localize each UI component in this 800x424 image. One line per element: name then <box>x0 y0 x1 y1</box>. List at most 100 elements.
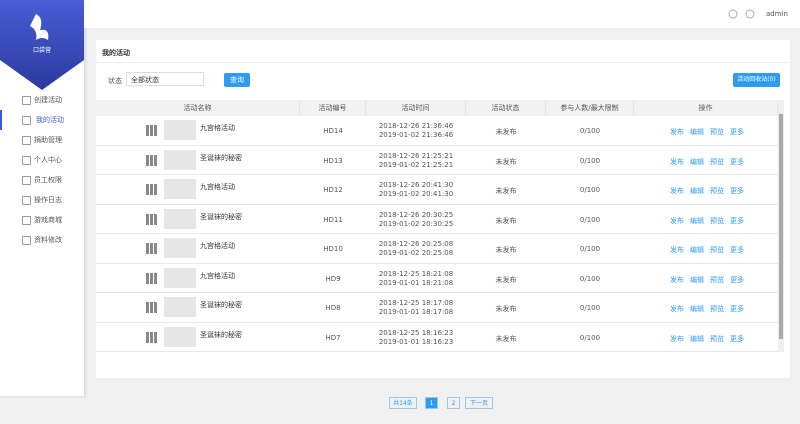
status-select[interactable]: 全部状态 <box>126 72 204 86</box>
filter-label: 状态 <box>108 77 122 85</box>
action-link[interactable]: 更多 <box>730 275 744 284</box>
action-link[interactable]: 编辑 <box>690 216 704 225</box>
menu-item[interactable]: 操作日志 <box>34 196 62 204</box>
menu-item[interactable]: 创建活动 <box>34 96 62 104</box>
status: 未发布 <box>495 246 517 254</box>
participants: 0/100 <box>579 127 601 135</box>
qr-icon <box>146 243 157 254</box>
activity-image <box>164 326 196 347</box>
end-time: 2019-01-01 18:21:08 <box>378 278 454 287</box>
start-time: 2018-12-26 20:30:25 <box>378 210 454 219</box>
start-time: 2018-12-26 21:25:21 <box>378 151 454 160</box>
activity-id: HD12 <box>323 186 343 194</box>
qr-icon <box>146 184 157 195</box>
participants: 0/100 <box>579 186 601 194</box>
action-link[interactable]: 编辑 <box>690 246 704 254</box>
menu-item[interactable]: 游戏商城 <box>34 216 62 224</box>
action-link[interactable]: 预览 <box>710 334 724 343</box>
activity-id: HD13 <box>323 156 343 165</box>
activity-image <box>164 120 196 140</box>
action-link[interactable]: 编辑 <box>690 305 704 313</box>
activity-name: 九宫格活动 <box>200 183 235 191</box>
activity-name: 圣诞袜的秘密 <box>200 301 242 309</box>
divider <box>96 62 790 63</box>
search-button[interactable]: 查询 <box>224 73 250 87</box>
action-link[interactable]: 发布 <box>670 216 684 225</box>
action-link[interactable]: 更多 <box>730 305 744 313</box>
activity-id: HD10 <box>323 245 343 253</box>
action-link[interactable]: 预览 <box>710 216 724 225</box>
activity-name: 九宫格活动 <box>200 271 235 280</box>
menu-icon <box>22 116 31 125</box>
table: 活动名称 活动编号 活动时间 活动状态 参与人数/最大限制 操作 九宫格活动 HD14 2018… <box>96 100 784 352</box>
recycle-button[interactable]: 活动回收站(0) <box>733 73 780 87</box>
action-link[interactable]: 发布 <box>670 334 684 343</box>
action-link[interactable]: 更多 <box>730 157 744 166</box>
start-time: 2018-12-26 20:25:08 <box>378 240 454 248</box>
start-time: 2018-12-25 18:16:23 <box>378 328 454 337</box>
activity-image <box>164 238 196 258</box>
qr-icon <box>146 125 157 136</box>
status: 未发布 <box>495 216 517 225</box>
action-link[interactable]: 发布 <box>670 305 684 313</box>
action-link[interactable]: 更多 <box>730 187 744 195</box>
page-button[interactable]: 1 <box>425 397 438 409</box>
action-link[interactable]: 编辑 <box>690 334 704 343</box>
menu-icon <box>22 156 31 165</box>
status: 未发布 <box>495 334 517 343</box>
qr-icon <box>146 272 157 284</box>
page-button[interactable]: 2 <box>447 397 460 409</box>
user-name[interactable]: admin <box>766 10 788 18</box>
action-link[interactable]: 编辑 <box>690 275 704 284</box>
table-row <box>96 146 778 175</box>
menu-item[interactable]: 个人中心 <box>34 156 62 164</box>
action-link[interactable]: 更多 <box>730 334 744 343</box>
table-row <box>96 116 778 146</box>
activity-image <box>164 208 196 229</box>
menu-item[interactable]: 员工权限 <box>34 176 62 184</box>
action-link[interactable]: 预览 <box>710 246 724 254</box>
action-link[interactable]: 发布 <box>670 157 684 166</box>
table-row <box>96 234 778 264</box>
next-button[interactable]: 下一页 <box>465 397 493 409</box>
activity-image <box>164 179 196 199</box>
column-header: 操作 <box>634 100 778 116</box>
action-link[interactable]: 编辑 <box>690 187 704 195</box>
action-link[interactable]: 编辑 <box>690 128 704 136</box>
activity-name: 圣诞袜的秘密 <box>200 212 242 221</box>
activity-image <box>164 149 196 170</box>
action-link[interactable]: 预览 <box>710 187 724 195</box>
action-link[interactable]: 预览 <box>710 157 724 166</box>
action-link[interactable]: 更多 <box>730 128 744 136</box>
start-time: 2018-12-25 18:21:08 <box>378 269 454 278</box>
activity-id: HD11 <box>323 215 343 224</box>
column-header: 活动编号 <box>300 100 366 116</box>
participants: 0/100 <box>579 304 601 312</box>
menu-item[interactable]: 资料修改 <box>34 236 62 244</box>
participants: 0/100 <box>579 245 601 253</box>
activity-id: HD7 <box>325 333 341 342</box>
menu-icon <box>22 96 31 105</box>
qr-icon <box>146 331 157 343</box>
action-link[interactable]: 发布 <box>670 128 684 136</box>
action-link[interactable]: 编辑 <box>690 157 704 166</box>
action-link[interactable]: 更多 <box>730 216 744 225</box>
column-header: 参与人数/最大限制 <box>546 100 634 116</box>
end-time: 2019-01-02 21:25:21 <box>378 160 454 169</box>
menu-icon <box>22 176 31 185</box>
card-title: 我的活动 <box>102 49 130 57</box>
action-link[interactable]: 发布 <box>670 275 684 284</box>
menu-item[interactable]: 我的活动 <box>0 110 84 130</box>
activity-name: 圣诞袜的秘密 <box>200 153 242 162</box>
action-link[interactable]: 发布 <box>670 246 684 254</box>
action-link[interactable]: 发布 <box>670 187 684 195</box>
menu-item[interactable]: 捐助管理 <box>34 136 62 144</box>
action-link[interactable]: 预览 <box>710 128 724 136</box>
end-time: 2019-01-02 20:41:30 <box>378 190 454 198</box>
qr-icon <box>146 213 157 225</box>
activity-id: HD14 <box>323 127 343 135</box>
action-link[interactable]: 更多 <box>730 246 744 254</box>
action-link[interactable]: 预览 <box>710 305 724 313</box>
activity-id: HD9 <box>325 274 341 283</box>
action-link[interactable]: 预览 <box>710 275 724 284</box>
